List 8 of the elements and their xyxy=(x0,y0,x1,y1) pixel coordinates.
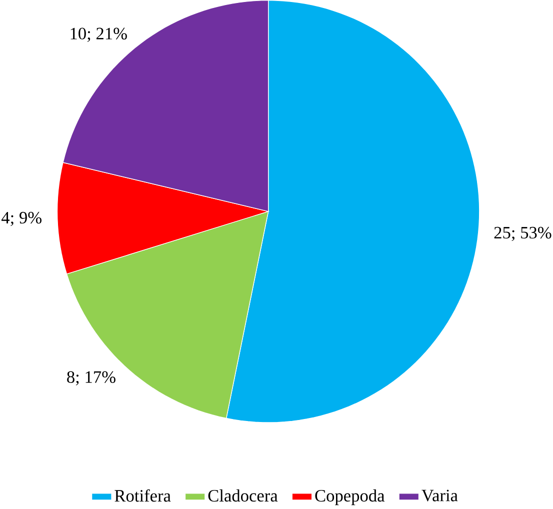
data-label: 8; 17% xyxy=(67,371,116,386)
legend-label: Cladocera xyxy=(208,490,278,502)
data-label: 25; 53% xyxy=(494,226,552,242)
legend-label: Varia xyxy=(422,490,458,502)
legend-label: Copepoda xyxy=(315,490,385,506)
legend-label: Rotifera xyxy=(114,489,171,502)
data-label: 10; 21% xyxy=(70,28,127,42)
data-label: 4; 9% xyxy=(2,212,42,226)
